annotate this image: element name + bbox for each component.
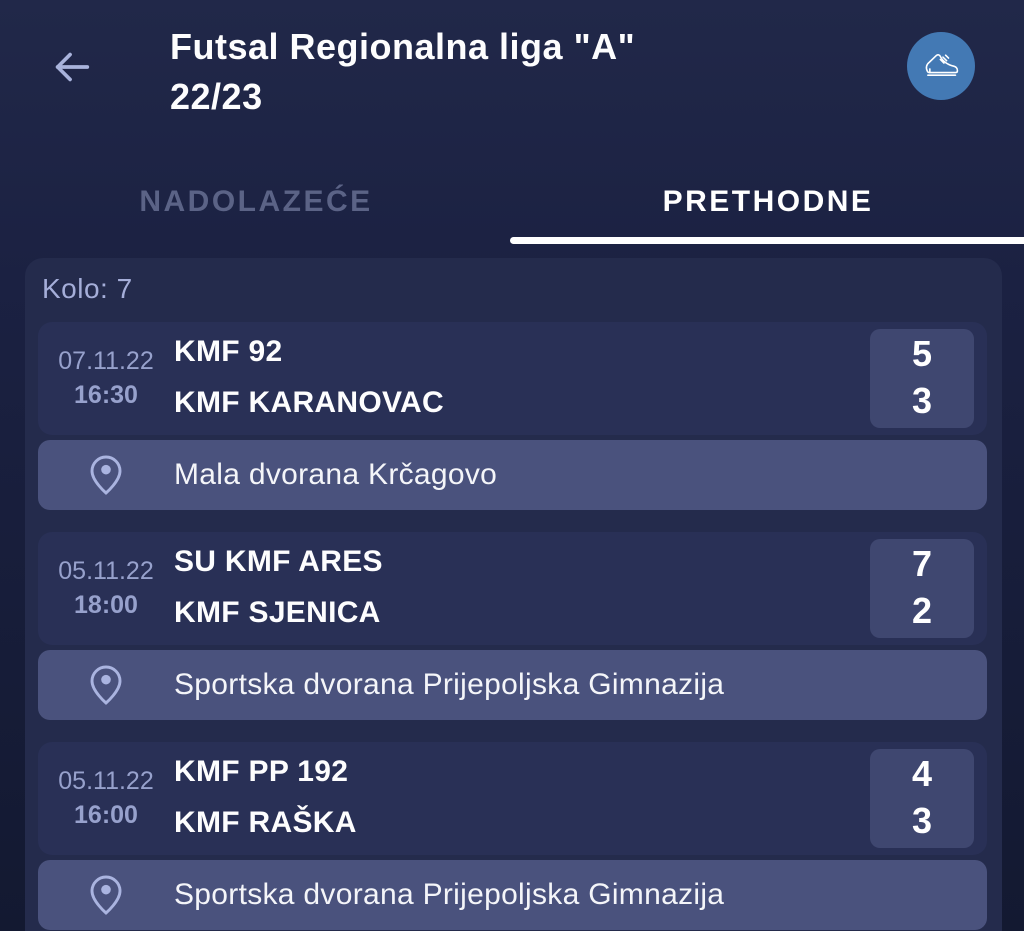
match-date: 07.11.22 <box>58 347 154 375</box>
tab-prethodne[interactable]: PRETHODNE <box>662 185 874 218</box>
tab-bar: NADOLAZEĆE PRETHODNE <box>0 168 1024 236</box>
match-row[interactable]: 07.11.22 16:30 KMF 92 KMF KARANOVAC 5 3 <box>38 322 987 435</box>
away-team-name: KMF RAŠKA <box>174 806 357 839</box>
back-button[interactable] <box>48 44 96 92</box>
location-pin-icon <box>38 665 174 705</box>
match-datetime: 05.11.22 18:00 <box>38 532 174 645</box>
match-teams: KMF PP 192 KMF RAŠKA <box>174 742 870 855</box>
match-teams: SU KMF ARES KMF SJENICA <box>174 532 870 645</box>
match-time: 18:00 <box>74 591 138 619</box>
score-box: 5 3 <box>870 329 974 428</box>
venue-name: Sportska dvorana Prijepoljska Gimnazija <box>174 878 725 911</box>
active-tab-indicator <box>510 237 1024 244</box>
match-card: 05.11.22 18:00 SU KMF ARES KMF SJENICA 7… <box>38 532 987 720</box>
away-team-name: KMF SJENICA <box>174 596 381 629</box>
match-row[interactable]: 05.11.22 18:00 SU KMF ARES KMF SJENICA 7… <box>38 532 987 645</box>
venue-row[interactable]: Sportska dvorana Prijepoljska Gimnazija <box>38 650 987 720</box>
home-score: 4 <box>911 753 933 794</box>
venue-name: Mala dvorana Krčagovo <box>174 458 498 491</box>
home-score: 7 <box>911 543 933 584</box>
score-box: 4 3 <box>870 749 974 848</box>
match-date: 05.11.22 <box>58 767 154 795</box>
match-datetime: 07.11.22 16:30 <box>38 322 174 435</box>
home-team-name: SU KMF ARES <box>174 545 383 578</box>
home-team-name: KMF 92 <box>174 335 283 368</box>
match-datetime: 05.11.22 16:00 <box>38 742 174 855</box>
match-time: 16:00 <box>74 801 138 829</box>
away-score: 3 <box>911 800 933 841</box>
football-shoe-icon <box>920 44 962 89</box>
location-pin-icon <box>38 875 174 915</box>
tab-nadolazece[interactable]: NADOLAZEĆE <box>139 185 373 218</box>
match-row[interactable]: 05.11.22 16:00 KMF PP 192 KMF RAŠKA 4 3 <box>38 742 987 855</box>
venue-name: Sportska dvorana Prijepoljska Gimnazija <box>174 668 725 701</box>
header: Futsal Regionalna liga "A" 22/23 <box>0 0 1024 150</box>
away-score: 3 <box>911 380 933 421</box>
location-pin-icon <box>38 455 174 495</box>
venue-row[interactable]: Mala dvorana Krčagovo <box>38 440 987 510</box>
away-score: 2 <box>911 590 933 631</box>
home-team-name: KMF PP 192 <box>174 755 349 788</box>
away-team-name: KMF KARANOVAC <box>174 386 444 419</box>
venue-row[interactable]: Sportska dvorana Prijepoljska Gimnazija <box>38 860 987 930</box>
shoe-button[interactable] <box>907 32 975 100</box>
match-date: 05.11.22 <box>58 557 154 585</box>
rounds-panel: Kolo: 7 07.11.22 16:30 KMF 92 KMF KARANO… <box>25 258 1002 931</box>
page-title: Futsal Regionalna liga "A" 22/23 <box>170 26 636 117</box>
match-card: 07.11.22 16:30 KMF 92 KMF KARANOVAC 5 3 <box>38 322 987 510</box>
home-score: 5 <box>911 333 933 374</box>
round-label: Kolo: 7 <box>42 273 133 304</box>
score-box: 7 2 <box>870 539 974 638</box>
match-teams: KMF 92 KMF KARANOVAC <box>174 322 870 435</box>
match-card: 05.11.22 16:00 KMF PP 192 KMF RAŠKA 4 3 <box>38 742 987 930</box>
arrow-left-icon <box>49 44 95 93</box>
match-time: 16:30 <box>74 381 138 409</box>
